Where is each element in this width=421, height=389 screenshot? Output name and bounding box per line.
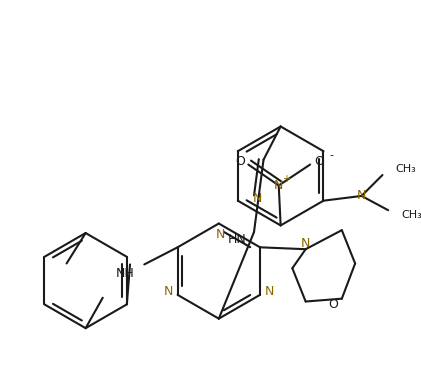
Text: N: N — [253, 192, 263, 205]
Text: O: O — [236, 155, 245, 168]
Text: CH₃: CH₃ — [402, 210, 421, 220]
Text: -: - — [329, 150, 333, 160]
Text: N: N — [357, 189, 366, 202]
Text: N: N — [301, 237, 310, 250]
Text: HN: HN — [228, 233, 246, 246]
Text: O: O — [328, 298, 338, 311]
Text: NH: NH — [116, 267, 135, 280]
Text: N: N — [163, 285, 173, 298]
Text: CH₃: CH₃ — [396, 164, 416, 174]
Text: N: N — [216, 228, 225, 242]
Text: N: N — [265, 285, 274, 298]
Text: O: O — [314, 155, 324, 168]
Text: N: N — [274, 179, 283, 192]
Text: +: + — [282, 174, 290, 184]
